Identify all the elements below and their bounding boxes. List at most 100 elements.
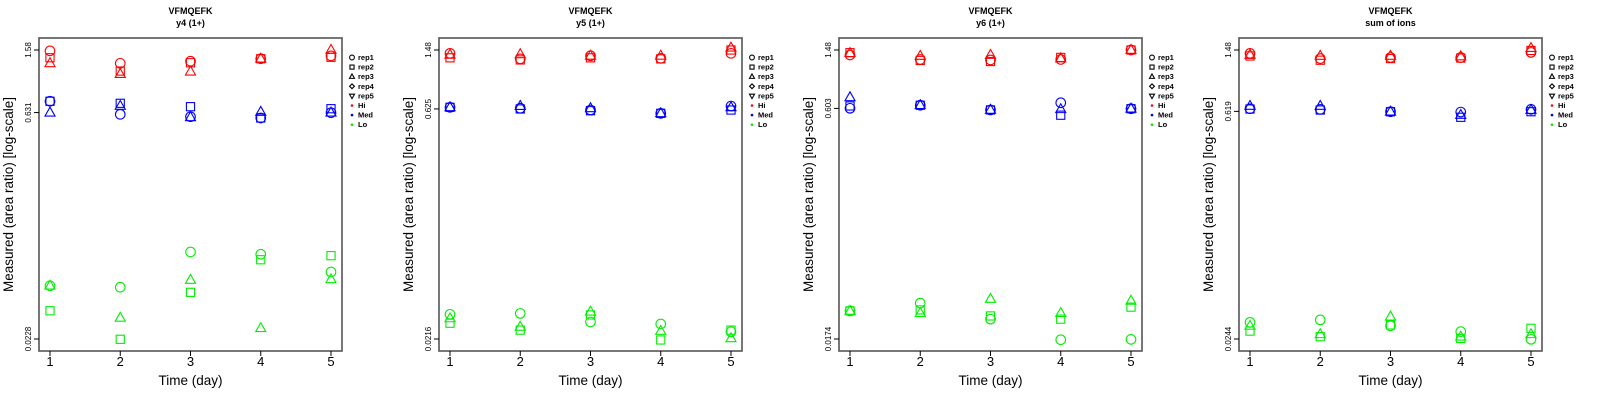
legend-lo-dot-icon [750, 123, 754, 126]
series-hi-rep1 [844, 44, 1137, 66]
data-point-lo-rep3-day2 [514, 320, 527, 331]
data-point-hi-rep3-day1 [1244, 48, 1256, 59]
legend-rep5-symbol-icon [1148, 93, 1156, 100]
data-point-med-rep2-day2 [115, 98, 125, 108]
data-point-hi-rep2-day4 [256, 54, 266, 64]
legend-rep3-symbol-icon [1148, 72, 1156, 79]
data-point-med-rep1-day1 [44, 95, 56, 107]
series-med-rep3 [1244, 99, 1537, 119]
legend-label: Med [358, 111, 373, 120]
data-point-lo-rep2-day5 [326, 251, 336, 261]
series-lo-rep1 [1244, 314, 1537, 345]
x-tick-label: 3 [187, 354, 194, 369]
data-point-lo-rep2-day3 [985, 311, 996, 321]
legend-label: rep1 [758, 53, 774, 62]
legend-label: Lo [758, 120, 768, 129]
legend-label: rep4 [358, 82, 375, 91]
series-lo-rep2 [845, 302, 1136, 324]
legend-rep5-symbol-icon [1548, 93, 1556, 100]
data-point-med-rep2-day4 [656, 108, 666, 118]
data-point-lo-rep1-day4 [255, 248, 267, 260]
data-point-hi-rep2-day2 [115, 66, 125, 76]
data-point-lo-rep1-day4 [655, 318, 667, 330]
y-axis-label: Measured (area ratio) [log-scale] [401, 97, 416, 292]
x-tick-label: 1 [846, 354, 853, 369]
series-lo-rep1 [444, 308, 737, 338]
y-tick-label: 0.603 [824, 98, 833, 119]
data-point-med-rep3-day3 [184, 110, 197, 122]
y-axis-label: Measured (area ratio) [log-scale] [801, 97, 816, 292]
legend-label: rep1 [358, 53, 374, 62]
legend-rep4-symbol-icon [1548, 83, 1556, 90]
y-axis-label: Measured (area ratio) [log-scale] [1, 97, 16, 292]
data-point-hi-rep1-day5 [1525, 47, 1537, 58]
x-tick-label: 1 [1246, 354, 1253, 369]
data-point-hi-rep3-day4 [1454, 49, 1467, 61]
data-point-med-rep1-day1 [844, 102, 856, 114]
y-tick-label: 0.0244 [1224, 326, 1233, 351]
data-point-med-rep2-day4 [1056, 110, 1066, 120]
data-point-lo-rep3-day4 [254, 321, 267, 333]
data-point-hi-rep3-day2 [114, 67, 127, 78]
data-point-lo-rep3-day3 [584, 305, 597, 316]
data-point-lo-rep1-day2 [114, 281, 126, 293]
data-point-hi-rep3-day4 [1054, 51, 1067, 63]
data-point-med-rep3-day5 [725, 100, 737, 112]
legend-label: Lo [358, 120, 368, 129]
data-point-med-rep3-day2 [1314, 99, 1327, 110]
data-point-lo-rep1-day5 [325, 266, 337, 278]
chart-subtitle: y6 (1+) [976, 18, 1005, 28]
legend-med-dot-icon [1550, 113, 1554, 117]
legend-rep4-symbol-icon [748, 83, 756, 90]
series-med-rep1 [844, 97, 1137, 116]
data-point-hi-rep2-day2 [515, 55, 525, 65]
series-hi-rep3 [444, 41, 737, 60]
data-point-med-rep2-day3 [1385, 107, 1396, 117]
data-point-lo-rep1-day3 [585, 316, 596, 328]
chart-title: VFMQEFK [169, 6, 213, 16]
data-point-med-rep3-day1 [44, 106, 56, 117]
legend-med-dot-icon [350, 113, 354, 117]
series-med-rep2 [1245, 104, 1536, 122]
data-point-lo-rep1-day2 [1314, 314, 1326, 326]
data-point-lo-rep3-day5 [1125, 294, 1137, 305]
data-point-hi-rep2-day1 [45, 53, 55, 63]
data-point-lo-rep2-day4 [656, 335, 666, 345]
legend-label: rep3 [758, 72, 774, 81]
x-tick-label: 2 [1317, 354, 1324, 369]
legend-med-dot-icon [1150, 113, 1154, 117]
data-point-hi-rep3-day5 [1525, 41, 1537, 53]
data-point-hi-rep3-day1 [44, 56, 56, 68]
y-tick-label: 1.58 [24, 42, 33, 58]
data-point-med-rep3-day4 [254, 105, 267, 116]
data-point-lo-rep3-day3 [1384, 310, 1397, 321]
legend-label: rep1 [1558, 53, 1574, 62]
data-point-med-rep2-day2 [915, 100, 925, 110]
legend-rep1-symbol-icon [1149, 54, 1155, 61]
x-axis-label: Time (day) [958, 373, 1022, 388]
series-lo-rep3 [844, 292, 1137, 318]
y-tick-label: 0.631 [24, 102, 33, 123]
data-point-med-rep3-day1 [1244, 99, 1256, 110]
legend-label: Med [1558, 111, 1573, 120]
series-hi-rep3 [1244, 41, 1537, 61]
data-point-hi-rep3-day3 [1384, 49, 1397, 60]
data-point-lo-rep3-day2 [914, 306, 927, 318]
x-axis-label: Time (day) [158, 373, 222, 388]
data-point-med-rep3-day1 [444, 100, 456, 112]
x-tick-label: 4 [657, 354, 664, 369]
series-med-rep3 [844, 90, 1137, 114]
data-point-hi-rep3-day5 [325, 43, 337, 54]
x-tick-label: 1 [46, 354, 53, 369]
data-point-med-rep3-day5 [1125, 102, 1137, 113]
chart-panel-4: VFMQEFK sum of ions 1.48 0.619 0.0244 1 2 3 4 5 Ti… [1201, 6, 1575, 388]
data-point-med-rep1-day2 [114, 108, 126, 120]
plot-frame [38, 37, 343, 352]
x-tick-label: 4 [1457, 354, 1464, 369]
data-point-hi-rep3-day4 [654, 49, 667, 60]
series-med-rep2 [45, 96, 336, 123]
y-tick-label: 0.619 [1224, 101, 1233, 122]
data-point-lo-rep3-day4 [654, 324, 667, 335]
chart-title: VFMQEFK [969, 6, 1013, 16]
